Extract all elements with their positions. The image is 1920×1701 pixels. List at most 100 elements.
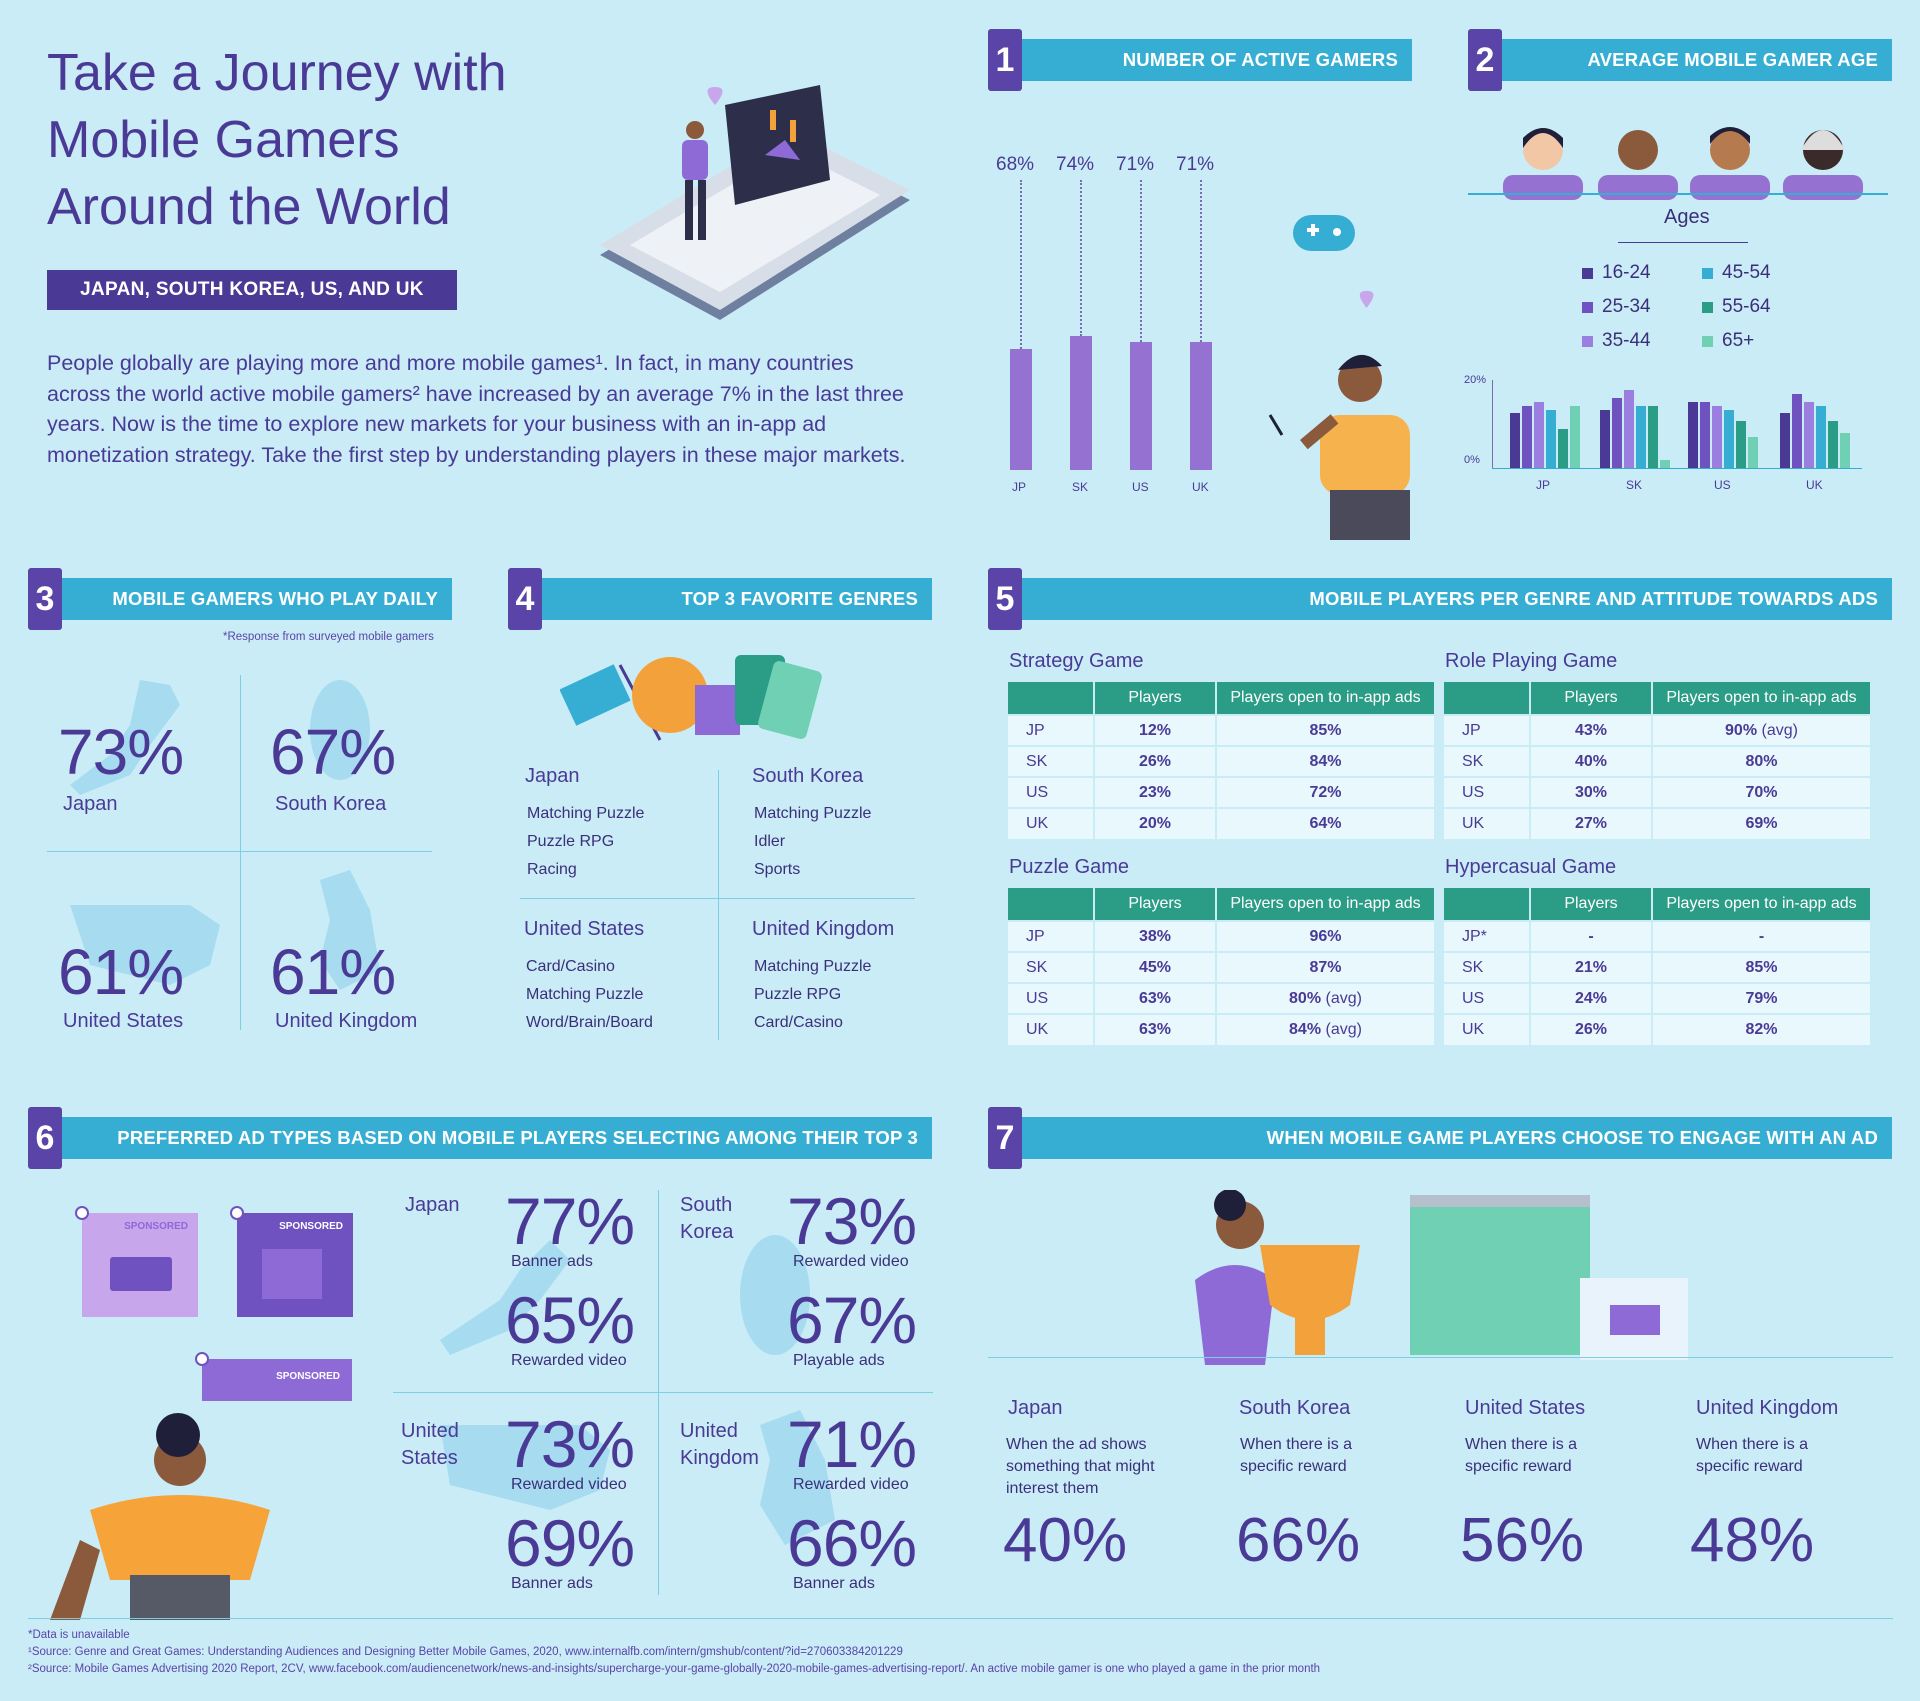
strategy-table-title: Strategy Game — [1009, 650, 1144, 672]
ages-bar — [1792, 393, 1802, 468]
sponsored-puzzle-card: SPONSORED — [237, 1213, 353, 1317]
value-leader-line — [1080, 180, 1082, 336]
table-header — [1444, 888, 1531, 921]
table-row: JP 12% 85% — [1008, 714, 1436, 746]
genre-icons-illustration — [560, 655, 822, 741]
avg-label: (avg) — [1325, 1021, 1362, 1038]
table-row: US 23% 72% — [1008, 776, 1436, 808]
table-row: UK 20% 64% — [1008, 807, 1436, 839]
table-row: SK 45% 87% — [1008, 951, 1436, 983]
ad-pct-japan-a: 77% — [505, 1184, 635, 1258]
active-gamers-bar — [1190, 342, 1212, 470]
table-cell-open: 85% — [1216, 714, 1436, 746]
table-cell-country: JP — [1008, 714, 1095, 746]
open-value: 72% — [1309, 783, 1342, 801]
close-icon — [195, 1352, 209, 1366]
engage-desc-united-kingdom: When there is a specific reward — [1696, 1436, 1809, 1475]
genre-list-japan: Matching Puzzle Puzzle RPG Racing — [527, 800, 644, 884]
ages-category-label: JP — [1536, 478, 1551, 492]
rpg-game-table: Players Players open to in-app ads JP 43% 90… — [1444, 682, 1872, 839]
table-row: UK 27% 69% — [1444, 807, 1872, 839]
avatar — [1598, 130, 1678, 200]
intro-paragraph: People globally are playing more and mor… — [47, 351, 906, 467]
genre-country-south-korea: South Korea — [752, 765, 864, 787]
ages-bar — [1546, 409, 1556, 468]
legend-item: 45-54 — [1702, 262, 1771, 284]
engage-country-united-states: United States — [1465, 1397, 1586, 1419]
table-row: SK 40% 80% — [1444, 745, 1872, 777]
list-item: Card/Casino — [526, 958, 615, 975]
table-cell-open: 64% — [1216, 807, 1436, 839]
thinking-woman-illustration — [50, 1413, 270, 1620]
hypercasual-table-title: Hypercasual Game — [1445, 856, 1617, 878]
ages-category-label: US — [1714, 478, 1731, 492]
list-item: Matching Puzzle — [526, 986, 644, 1003]
ages-y-tick-label: 0% — [1464, 454, 1480, 466]
ages-bar — [1724, 409, 1734, 468]
active-gamers-value-label: 71% — [1176, 154, 1215, 175]
table-cell-country: JP — [1008, 920, 1095, 952]
table-cell-country: JP* — [1444, 920, 1531, 952]
genre-country-united-states: United States — [524, 918, 645, 940]
engage-desc-japan: When the ad shows something that might i… — [1006, 1436, 1155, 1497]
section-7-header: WHEN MOBILE GAME PLAYERS CHOOSE TO ENGAG… — [1010, 1117, 1892, 1159]
table-cell-country: US — [1008, 982, 1095, 1014]
sponsored-label: SPONSORED — [276, 1371, 340, 1382]
ages-chart: 20% 0% JP SK US UK — [1464, 374, 1870, 492]
strategy-game-table: Players Players open to in-app ads JP 12% 85… — [1008, 682, 1436, 839]
hypercasual-game-table: Players Players open to in-app ads JP* - - SK… — [1444, 888, 1872, 1045]
ages-bar — [1688, 401, 1698, 468]
person-with-phone-illustration — [1268, 354, 1410, 540]
ad-label-united-kingdom-a: Rewarded video — [793, 1476, 909, 1493]
ad-country-south-korea: South Korea — [680, 1192, 733, 1246]
ad-country-line: South — [680, 1194, 733, 1216]
genre-divider-horizontal — [520, 898, 915, 899]
table-cell-country: US — [1008, 776, 1095, 808]
table-cell-players: 20% — [1094, 807, 1217, 839]
table-cell-players: - — [1530, 920, 1653, 952]
legend-label: 55-64 — [1722, 296, 1771, 317]
ages-bar — [1748, 436, 1758, 468]
table-cell-country: UK — [1444, 807, 1531, 839]
ad-label-japan-a: Banner ads — [511, 1253, 593, 1270]
ad-label-south-korea-a: Rewarded video — [793, 1253, 909, 1270]
avatar — [1783, 130, 1863, 200]
open-value: 80% — [1745, 752, 1778, 770]
active-gamers-bar — [1010, 349, 1032, 470]
table-row: US 24% 79% — [1444, 982, 1872, 1014]
value-leader-line — [1020, 180, 1022, 350]
card-heart-icon — [758, 661, 822, 739]
engage-country-japan: Japan — [1008, 1397, 1063, 1419]
puzzle-game-table: Players Players open to in-app ads JP 38% 96… — [1008, 888, 1436, 1045]
active-gamers-bar — [1070, 335, 1092, 470]
table-header: Players open to in-app ads — [1216, 888, 1436, 921]
section-5-header: MOBILE PLAYERS PER GENRE AND ATTITUDE TO… — [1010, 578, 1892, 620]
table-cell-open: 84% (avg) — [1216, 1013, 1436, 1045]
ages-bar — [1700, 401, 1710, 468]
ages-bar — [1648, 405, 1658, 468]
table-header: Players — [1530, 682, 1653, 715]
table-cell-country: US — [1444, 982, 1531, 1014]
ages-bar — [1612, 397, 1622, 468]
ad-label-united-kingdom-b: Banner ads — [793, 1575, 875, 1592]
active-gamers-category-label: US — [1132, 480, 1149, 494]
active-gamers-value-label: 74% — [1056, 154, 1095, 175]
table-cell-country: SK — [1444, 745, 1531, 777]
engage-divider — [988, 1357, 1893, 1358]
ad-pct-japan-b: 65% — [505, 1283, 635, 1357]
table-row: SK 21% 85% — [1444, 951, 1872, 983]
table-row: JP 43% 90% (avg) — [1444, 714, 1872, 746]
section-1-number: 1 — [988, 29, 1022, 91]
table-cell-open: 87% — [1216, 951, 1436, 983]
ages-bar — [1780, 413, 1790, 468]
table-row: SK 26% 84% — [1008, 745, 1436, 777]
table-cell-open: 82% — [1652, 1013, 1872, 1045]
legend-item: 55-64 — [1702, 296, 1771, 318]
ad-label-japan-b: Rewarded video — [511, 1352, 627, 1369]
ad-label-south-korea-b: Playable ads — [793, 1352, 885, 1369]
table-row: JP 38% 96% — [1008, 920, 1436, 952]
age-avatars-illustration — [1468, 127, 1888, 200]
ages-chart-title: Ages — [1664, 206, 1710, 228]
ages-bar — [1712, 405, 1722, 468]
legend-label: 25-34 — [1602, 296, 1651, 317]
